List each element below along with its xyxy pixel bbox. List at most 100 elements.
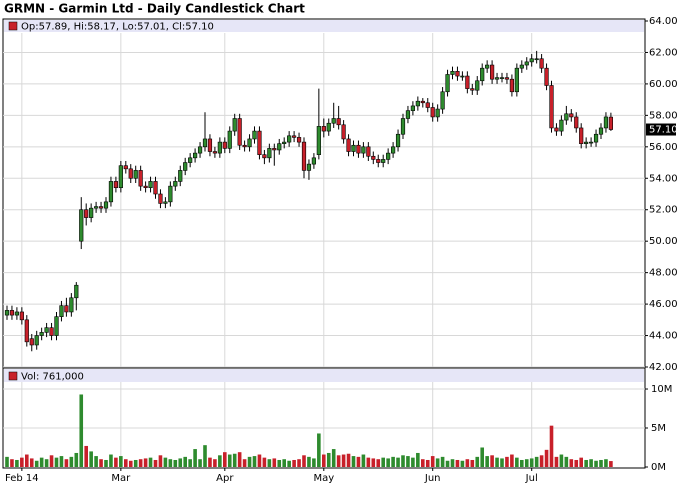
volume-bar — [391, 456, 395, 467]
candle-body — [593, 133, 599, 143]
candle-body — [430, 107, 435, 118]
volume-bar — [292, 459, 296, 467]
candle-body — [257, 130, 262, 155]
candle-body — [89, 207, 94, 218]
volume-bar — [39, 457, 44, 467]
volume-bar — [317, 433, 321, 467]
candle-body — [173, 181, 178, 187]
candle-body — [598, 127, 604, 135]
volume-bar — [510, 454, 514, 467]
volume-bar — [59, 456, 64, 467]
volume-bar — [193, 449, 197, 467]
volume-bar — [143, 458, 148, 467]
candle-body — [351, 144, 356, 152]
candle-body — [197, 146, 203, 154]
volume-bar — [29, 458, 34, 467]
volume-bar — [361, 454, 366, 467]
candle-body — [420, 100, 425, 104]
volume-bar — [25, 454, 29, 467]
volume-bar — [485, 456, 489, 467]
volume-bar — [366, 457, 371, 467]
candle-body — [455, 71, 460, 77]
candle-body — [277, 143, 282, 151]
candle-body — [524, 61, 529, 66]
candle-body — [14, 311, 19, 316]
candle-body — [400, 118, 406, 135]
y-tick-label: 50.00 — [649, 236, 678, 247]
volume-bar — [282, 459, 286, 467]
candle-body — [168, 185, 173, 203]
volume-bar — [455, 459, 460, 467]
candle-body — [509, 78, 515, 93]
candle-body — [480, 67, 485, 82]
x-tick-label: Mar — [111, 473, 131, 484]
candle-body — [460, 75, 465, 78]
last-price-label: 57.10 — [649, 125, 678, 136]
y-tick-label: 56.00 — [649, 142, 678, 153]
volume-bar — [549, 425, 554, 467]
volume-bar — [133, 459, 138, 467]
volume-bar — [520, 459, 524, 467]
candle-body — [465, 75, 470, 89]
volume-bar — [401, 455, 405, 467]
volume-bar — [490, 455, 494, 467]
marks: 57.10 — [4, 50, 678, 467]
volume-bar — [89, 451, 93, 467]
volume-bar — [203, 445, 207, 467]
candle-body — [262, 154, 267, 159]
chart-title: GRMN - Garmin Ltd - Daily Candlestick Ch… — [4, 2, 305, 16]
volume-bar — [406, 456, 410, 467]
x-tick-label: Apr — [216, 473, 234, 484]
volume-bar — [435, 458, 440, 467]
candle-body — [529, 58, 534, 63]
volume-bar — [524, 459, 529, 467]
volume-bar — [188, 459, 192, 467]
volume-bar — [74, 452, 79, 467]
candle-body — [296, 137, 302, 143]
volume-bar — [544, 449, 549, 467]
volume-bar — [584, 459, 588, 467]
x-tick-label: May — [313, 473, 334, 484]
candle-body — [489, 64, 495, 80]
volume-bar — [445, 460, 450, 467]
volume-bar — [20, 457, 24, 467]
volume-bar — [10, 459, 14, 467]
y-tick-label: 60.00 — [649, 79, 678, 90]
candle-body — [450, 71, 455, 75]
candle-body — [549, 85, 554, 129]
candle-body — [301, 141, 307, 171]
volume-bar — [440, 456, 445, 467]
volume-bar — [119, 456, 123, 467]
candle-body — [579, 127, 584, 144]
volume-bar — [153, 459, 158, 467]
volume-bar — [554, 456, 559, 467]
candle-body — [54, 316, 59, 336]
volume-bar — [227, 454, 232, 467]
volume-bar — [425, 459, 430, 467]
candle-body — [242, 144, 247, 148]
y-tick-label: 42.00 — [649, 362, 678, 373]
candle-body — [153, 181, 158, 195]
candle-body — [29, 338, 34, 346]
volume-bar — [198, 459, 202, 467]
volume-bar — [302, 455, 306, 467]
y-tick-label: 52.00 — [649, 205, 678, 216]
volume-bar — [386, 458, 390, 467]
candle-body — [514, 67, 519, 93]
volume-bar — [416, 452, 420, 467]
candle-body — [564, 113, 569, 121]
y-tick-label: 54.00 — [649, 173, 678, 184]
y-tick-label: 58.00 — [649, 110, 678, 121]
x-tick-label: Feb 14 — [5, 473, 39, 484]
candle-body — [331, 118, 336, 124]
candle-body — [232, 118, 237, 132]
candle-body — [158, 193, 163, 204]
volume-bar — [480, 447, 484, 467]
candle-body — [554, 127, 559, 132]
candle-body — [445, 74, 450, 93]
last-price-tag — [646, 123, 676, 136]
volume-bar — [326, 452, 331, 467]
volume-bar — [69, 456, 74, 467]
